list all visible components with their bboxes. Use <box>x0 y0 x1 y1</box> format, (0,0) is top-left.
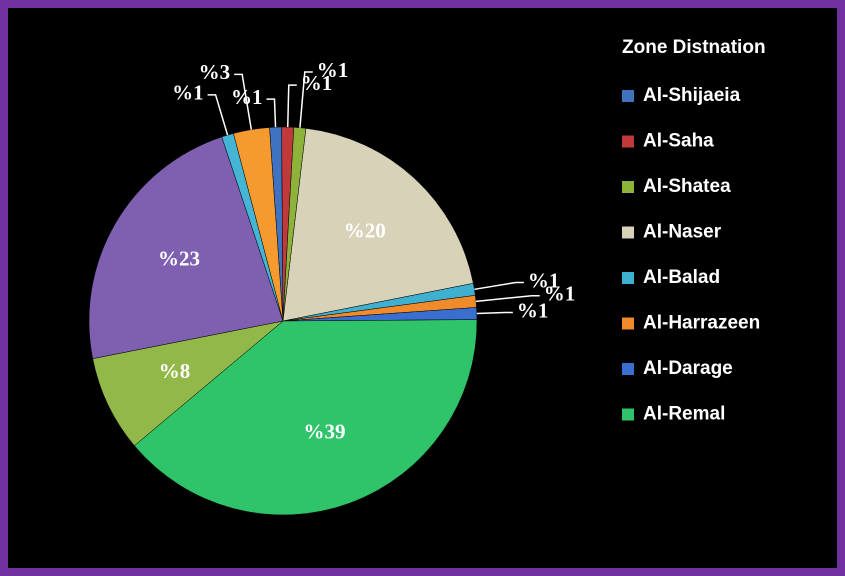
legend-swatch <box>622 135 634 148</box>
leader-line <box>474 281 524 291</box>
value-label: %1 <box>317 58 349 82</box>
value-label: %1 <box>517 298 549 322</box>
legend-swatch <box>622 90 634 102</box>
legend-label: Al-Harrazeen <box>643 313 760 334</box>
value-label: %3 <box>199 60 231 84</box>
pie-slice <box>233 127 284 322</box>
value-label: %23 <box>158 246 200 270</box>
legend-swatch <box>622 408 634 421</box>
legend-label: Al-Remal <box>643 404 725 425</box>
pie-slice <box>282 128 474 322</box>
leader-line <box>266 98 277 128</box>
leader-line <box>475 294 540 303</box>
value-label: %39 <box>304 420 346 444</box>
leader-line <box>299 71 313 128</box>
legend-swatch <box>622 181 634 193</box>
pie-slice <box>92 320 284 447</box>
leader-line <box>476 311 513 315</box>
pie-slice <box>88 136 284 359</box>
value-label: %1 <box>172 81 204 105</box>
legend-label: Al-Saha <box>643 131 714 152</box>
legend-swatch <box>622 226 634 239</box>
legend-label: Al-Balad <box>643 267 720 288</box>
value-label: %20 <box>344 219 386 243</box>
value-label: %1 <box>301 71 333 95</box>
value-label: %1 <box>528 268 560 292</box>
legend-label: Al-Darage <box>643 358 733 379</box>
legend-label: Al-Shijaeia <box>643 85 741 106</box>
leader-line <box>234 73 253 130</box>
legend-swatch <box>622 272 634 284</box>
value-label: %1 <box>544 282 576 306</box>
legend-swatch <box>622 363 634 375</box>
pie-slice <box>134 319 478 516</box>
legend-label: Al-Naser <box>643 222 722 243</box>
value-label: %8 <box>159 359 191 383</box>
legend-label: Al-Shatea <box>643 176 731 197</box>
leader-line <box>207 94 229 136</box>
legend-title: Zone Distnation <box>622 37 766 58</box>
legend-swatch <box>622 317 634 330</box>
leader-line <box>286 84 297 128</box>
